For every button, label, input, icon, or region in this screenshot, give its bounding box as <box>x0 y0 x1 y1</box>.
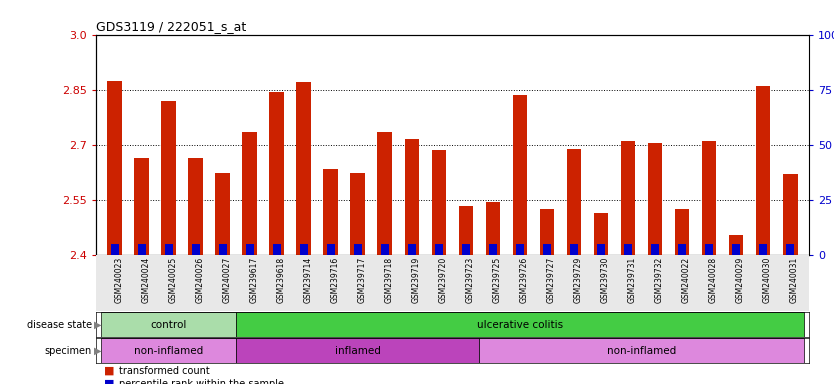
Text: GSM239723: GSM239723 <box>466 257 475 303</box>
Bar <box>435 244 443 255</box>
Text: GSM240031: GSM240031 <box>790 257 799 303</box>
Bar <box>138 244 146 255</box>
Text: GSM240025: GSM240025 <box>168 257 178 303</box>
Text: GSM240023: GSM240023 <box>115 257 123 303</box>
Bar <box>570 244 578 255</box>
Bar <box>273 244 281 255</box>
Bar <box>459 206 474 255</box>
Bar <box>516 244 524 255</box>
Bar <box>215 172 230 255</box>
Text: GSM240024: GSM240024 <box>142 257 151 303</box>
Text: GSM240030: GSM240030 <box>763 257 772 303</box>
Bar <box>782 174 797 255</box>
Text: control: control <box>151 319 187 330</box>
Bar <box>296 83 311 255</box>
Text: GSM239718: GSM239718 <box>385 257 394 303</box>
Bar <box>786 244 794 255</box>
Text: disease state: disease state <box>27 320 92 330</box>
Bar <box>651 244 659 255</box>
Bar <box>431 151 446 255</box>
Bar <box>354 244 362 255</box>
Text: GSM239720: GSM239720 <box>439 257 448 303</box>
Text: GSM239714: GSM239714 <box>304 257 313 303</box>
Bar <box>729 235 743 255</box>
Text: GSM239725: GSM239725 <box>493 257 502 303</box>
Text: specimen: specimen <box>44 346 92 356</box>
Bar <box>269 92 284 255</box>
Text: GSM239719: GSM239719 <box>412 257 421 303</box>
Text: GSM239731: GSM239731 <box>628 257 637 303</box>
Bar <box>299 244 308 255</box>
Bar <box>566 149 581 255</box>
Bar <box>101 312 236 337</box>
Bar <box>192 244 200 255</box>
Bar <box>462 244 470 255</box>
Text: GSM239716: GSM239716 <box>331 257 340 303</box>
Bar <box>594 213 609 255</box>
Bar <box>597 244 605 255</box>
Bar <box>480 338 804 363</box>
Bar <box>408 244 416 255</box>
Text: GSM239730: GSM239730 <box>601 257 610 303</box>
Text: GSM239729: GSM239729 <box>574 257 583 303</box>
Bar <box>236 338 480 363</box>
Text: GSM239717: GSM239717 <box>358 257 367 303</box>
Bar <box>705 244 713 255</box>
Bar <box>759 244 767 255</box>
Bar <box>162 101 176 255</box>
Bar <box>324 169 339 255</box>
Bar <box>378 132 392 255</box>
Bar <box>381 244 389 255</box>
Bar <box>246 244 254 255</box>
Text: GSM240028: GSM240028 <box>709 257 718 303</box>
Text: percentile rank within the sample: percentile rank within the sample <box>119 379 284 384</box>
Text: GSM239727: GSM239727 <box>547 257 556 303</box>
Bar <box>647 143 662 255</box>
Text: ■: ■ <box>104 366 115 376</box>
Text: GSM240027: GSM240027 <box>223 257 232 303</box>
Text: ▶: ▶ <box>94 346 102 356</box>
Bar <box>624 244 632 255</box>
Bar <box>350 172 365 255</box>
Text: non-inflamed: non-inflamed <box>607 346 676 356</box>
Bar <box>678 244 686 255</box>
Bar <box>485 202 500 255</box>
Text: GSM239617: GSM239617 <box>250 257 259 303</box>
Text: ■: ■ <box>104 379 115 384</box>
Text: GSM240029: GSM240029 <box>736 257 745 303</box>
Bar <box>489 244 497 255</box>
Bar <box>404 139 420 255</box>
Text: GSM240026: GSM240026 <box>196 257 205 303</box>
Bar <box>327 244 335 255</box>
Text: GDS3119 / 222051_s_at: GDS3119 / 222051_s_at <box>96 20 246 33</box>
Bar <box>243 132 258 255</box>
Bar <box>732 244 740 255</box>
Text: GSM239618: GSM239618 <box>277 257 286 303</box>
Bar <box>701 141 716 255</box>
Bar <box>108 81 123 255</box>
Bar <box>111 244 119 255</box>
Text: GSM239726: GSM239726 <box>520 257 529 303</box>
Bar <box>236 312 804 337</box>
Bar <box>620 141 636 255</box>
Bar <box>540 209 555 255</box>
Bar <box>188 158 203 255</box>
Text: GSM239732: GSM239732 <box>655 257 664 303</box>
Bar <box>219 244 227 255</box>
Bar <box>675 209 690 255</box>
Text: GSM240022: GSM240022 <box>682 257 691 303</box>
Text: inflamed: inflamed <box>335 346 381 356</box>
Bar <box>543 244 551 255</box>
Text: non-inflamed: non-inflamed <box>134 346 203 356</box>
Bar <box>134 158 149 255</box>
Bar <box>513 95 527 255</box>
Bar <box>165 244 173 255</box>
Bar <box>101 338 236 363</box>
Bar <box>756 86 771 255</box>
Text: transformed count: transformed count <box>119 366 210 376</box>
Text: ▶: ▶ <box>94 320 102 330</box>
Text: ulcerative colitis: ulcerative colitis <box>477 319 563 330</box>
